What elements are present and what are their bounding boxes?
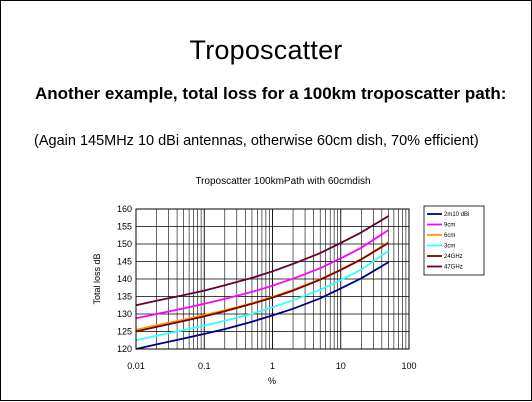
- y-tick-label: 150: [117, 239, 132, 249]
- legend-label: 9cm: [444, 223, 455, 229]
- series-line-6cm: [135, 241, 389, 331]
- legend-box: [423, 205, 485, 276]
- x-tick-label: 1: [270, 361, 275, 371]
- series-line-47ghz: [135, 215, 389, 307]
- y-tick-label: 125: [117, 327, 132, 337]
- y-tick-labels: 120 125 130 135 140 145 150 155 160: [117, 204, 132, 354]
- y-axis-label: Total loss dB: [92, 253, 102, 304]
- legend-label: 3cm: [444, 244, 455, 250]
- x-axis-label: %: [268, 376, 276, 386]
- y-tick-label: 130: [117, 309, 132, 319]
- y-tick-label: 135: [117, 292, 132, 302]
- legend-label: 47GHz: [444, 265, 463, 271]
- x-tick-label: 0.1: [198, 361, 211, 371]
- series-line-9cm: [135, 229, 389, 320]
- y-tick-label: 160: [117, 204, 132, 214]
- y-tick-label: 120: [117, 344, 132, 354]
- series-line-2m10-dbi: [135, 261, 389, 350]
- legend-label: 24GHz: [444, 254, 463, 260]
- legend-label: 2m10 dBi: [444, 212, 469, 218]
- x-tick-label: 100: [401, 361, 416, 371]
- slide-title: Troposcatter: [189, 35, 343, 65]
- x-tick-label: 10: [336, 361, 346, 371]
- x-tick-labels: 0.01 0.1 1 10 100: [127, 361, 416, 371]
- chart-series-lines: [135, 215, 390, 350]
- plot-frame: [135, 208, 410, 350]
- chart-legend: 2m10 dBi 9cm 6cm 3cm 24GHz 47GHz: [423, 205, 485, 276]
- y-tick-label: 145: [117, 257, 132, 267]
- series-line-3cm: [135, 250, 390, 342]
- chart-grid: [135, 208, 409, 350]
- bullet-main: Another example, total loss for a 100km …: [35, 84, 507, 103]
- series-line-24ghz: [135, 242, 389, 333]
- bullet-sub: (Again 145MHz 10 dBi antennas, otherwise…: [34, 133, 479, 149]
- legend-label: 6cm: [444, 233, 455, 239]
- chart-title: Troposcatter 100kmPath with 60cmdish: [195, 176, 370, 187]
- y-tick-label: 155: [117, 222, 132, 232]
- x-tick-label: 0.01: [127, 361, 145, 371]
- y-tick-label: 140: [117, 274, 132, 284]
